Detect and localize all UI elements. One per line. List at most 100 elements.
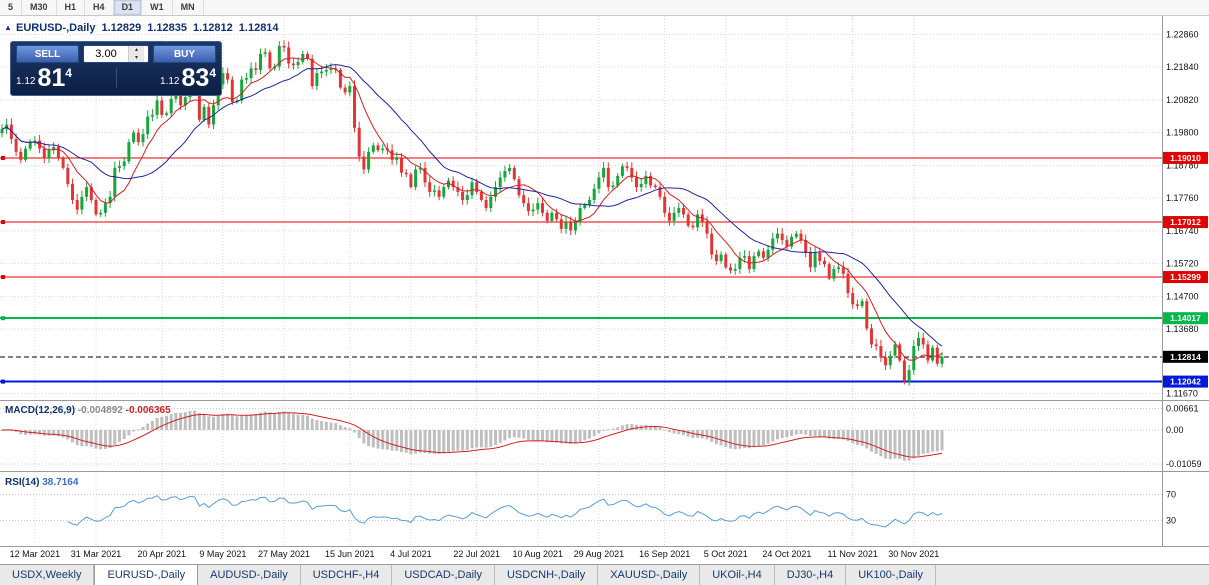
macd-bar — [625, 424, 629, 430]
macd-bar — [710, 430, 714, 442]
date-label: 22 Jul 2021 — [453, 549, 500, 559]
macd-bar — [597, 430, 601, 434]
chart-tab-eurusd[interactable]: EURUSD-,Daily — [94, 565, 199, 585]
candle-body — [517, 179, 521, 196]
candle-body — [743, 256, 747, 258]
macd-bar — [414, 430, 418, 454]
macd-bar — [649, 425, 653, 430]
candle-body — [197, 87, 201, 120]
macd-bar — [362, 430, 366, 444]
macd-bar — [343, 427, 347, 430]
candle-body — [841, 267, 845, 274]
chart-tab-ukoil[interactable]: UKOil-,H4 — [700, 565, 775, 585]
macd-bar — [578, 430, 582, 443]
level-line-handle — [1, 379, 5, 384]
candle-body — [174, 95, 178, 99]
macd-bar — [813, 430, 817, 436]
timeframe-button-h4[interactable]: H4 — [85, 0, 114, 15]
candle-body — [766, 249, 770, 258]
price-chart-canvas[interactable]: 12 Mar 2021 31 Mar 2021 20 Apr 2021 9 May 2… — [0, 16, 1209, 564]
candle-body — [917, 338, 920, 347]
macd-bar — [935, 430, 939, 452]
candle-body — [61, 158, 65, 168]
macd-bar — [592, 430, 596, 437]
candle-body — [888, 355, 892, 366]
candle-body — [343, 87, 347, 93]
price-badge[interactable] — [1163, 375, 1208, 388]
macd-bar — [747, 430, 751, 449]
macd-bar — [705, 430, 709, 440]
candle-body — [926, 344, 930, 361]
price-tick-label: 1.14700 — [1166, 291, 1199, 301]
chart-tab-usdcad[interactable]: USDCAD-,Daily — [392, 565, 495, 585]
macd-bar — [118, 430, 121, 442]
timeframe-button-d1[interactable]: D1 — [113, 0, 143, 15]
candle-body — [150, 114, 154, 117]
macd-signal-line — [1, 412, 943, 458]
candle-body — [28, 142, 32, 149]
candle-body — [259, 53, 262, 70]
candle-body — [179, 95, 183, 106]
price-axis[interactable] — [1162, 16, 1209, 546]
candle-body — [559, 219, 563, 229]
date-label: 4 Jul 2021 — [390, 549, 432, 559]
chart-tab-usdcnh[interactable]: USDCNH-,Daily — [495, 565, 599, 585]
timeframe-button-m30[interactable]: M30 — [22, 0, 57, 15]
price-badge[interactable] — [1163, 350, 1208, 363]
timeframe-button-h1[interactable]: H1 — [57, 0, 86, 15]
macd-bar — [522, 430, 526, 439]
chart-tab-xauusd[interactable]: XAUUSD-,Daily — [598, 565, 701, 585]
candle-body — [837, 267, 841, 269]
macd-bar — [61, 430, 65, 438]
sell-button[interactable]: SELL — [16, 45, 79, 63]
chart-tab-usdchf[interactable]: USDCHF-,H4 — [301, 565, 393, 585]
macd-bar — [808, 430, 812, 437]
macd-bar — [428, 430, 432, 454]
price-badge[interactable] — [1163, 216, 1208, 229]
candle-body — [733, 268, 737, 271]
chart-tab-uk100[interactable]: UK100-,Daily — [846, 565, 937, 585]
macd-bar — [160, 416, 164, 430]
time-axis[interactable] — [0, 547, 1162, 564]
level-line-handle — [1, 275, 5, 280]
macd-bar — [94, 430, 98, 449]
candle-body — [146, 116, 150, 135]
candle-body — [47, 150, 51, 159]
macd-bar — [259, 412, 262, 430]
chart-tab-usdx[interactable]: USDX,Weekly — [0, 565, 95, 585]
macd-bar — [686, 430, 690, 437]
macd-bar — [174, 412, 178, 430]
macd-bar — [103, 430, 107, 450]
volume-decrease-button[interactable]: ▾ — [129, 54, 144, 62]
candle-body — [249, 68, 253, 78]
volume-stepper[interactable]: ▴ ▾ — [83, 45, 149, 63]
price-badge[interactable] — [1163, 151, 1208, 164]
price-badge[interactable] — [1163, 312, 1208, 325]
candle-body — [470, 182, 474, 196]
timeframe-button-m5[interactable]: 5 — [0, 0, 23, 15]
candle-body — [569, 222, 573, 231]
price-badge[interactable] — [1163, 271, 1208, 284]
sell-price[interactable]: 1.12 81 4 — [16, 65, 72, 91]
macd-bar — [611, 428, 615, 430]
candle-body — [456, 187, 460, 192]
candle-body — [870, 328, 873, 345]
macd-bar — [846, 430, 850, 442]
macd-bar — [823, 430, 826, 438]
chart-tab-audusd[interactable]: AUDUSD-,Daily — [198, 565, 301, 585]
candle-body — [362, 156, 366, 170]
buy-button[interactable]: BUY — [153, 45, 216, 63]
timeframe-toolbar: 5 M30 H1 H4 D1 W1 MN — [0, 0, 1209, 16]
candle-body — [606, 167, 610, 188]
timeframe-button-w1[interactable]: W1 — [142, 0, 173, 15]
macd-bar — [470, 430, 474, 449]
candle-body — [555, 212, 559, 220]
candle-body — [620, 166, 624, 176]
timeframe-button-mn[interactable]: MN — [173, 0, 204, 15]
macd-bar — [155, 417, 159, 430]
volume-increase-button[interactable]: ▴ — [129, 46, 144, 54]
macd-bar — [85, 430, 89, 447]
chart-tab-dj30[interactable]: DJ30-,H4 — [775, 565, 847, 585]
buy-price[interactable]: 1.12 83 4 — [160, 65, 216, 91]
volume-input[interactable] — [84, 46, 128, 62]
